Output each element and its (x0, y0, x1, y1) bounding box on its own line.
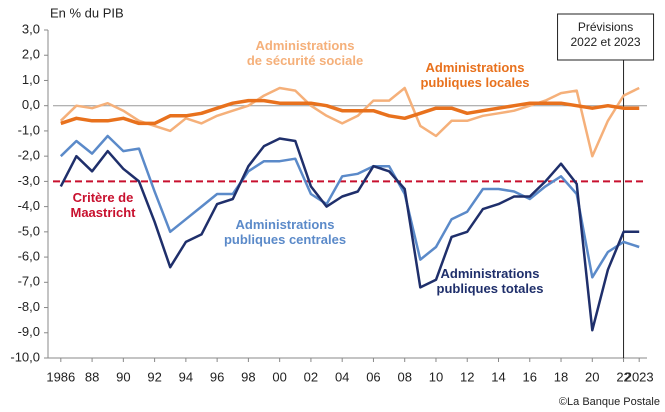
series-label: Administrations publiques totales (436, 266, 544, 296)
x-tick-label: 22 (616, 369, 630, 384)
source: ©La Banque Postale (559, 396, 660, 408)
x-tick-label: 20 (585, 369, 599, 384)
x-tick-label: 08 (397, 369, 411, 384)
y-tick-label: -2,0 (18, 148, 40, 163)
forecast-box (557, 13, 655, 61)
reference-label: Critère de Maastricht (70, 190, 136, 220)
y-tick-label: -1,0 (18, 122, 40, 137)
x-tick-label: 90 (116, 369, 130, 384)
x-tick-label: 2023 (625, 369, 654, 384)
y-tick-label: -10,0 (10, 349, 40, 364)
x-tick-label: 92 (147, 369, 161, 384)
series-label: Administrations publiques locales (420, 60, 530, 90)
series-line (59, 137, 640, 332)
y-tick-label: -7,0 (18, 274, 40, 289)
x-tick-label: 12 (460, 369, 474, 384)
y-tick-label: 0,0 (22, 97, 40, 112)
x-tick-label: 94 (179, 369, 193, 384)
x-tick-label: 96 (210, 369, 224, 384)
series-line (59, 134, 640, 279)
x-tick-label: 06 (366, 369, 380, 384)
x-tick-label: 1986 (46, 369, 75, 384)
y-tick-label: -4,0 (18, 198, 40, 213)
y-tick-label: 1,0 (22, 72, 40, 87)
x-tick-label: 04 (335, 369, 349, 384)
y-tick-label: -5,0 (18, 223, 40, 238)
x-tick-label: 10 (429, 369, 443, 384)
series-line (60, 98, 640, 126)
x-tick-label: 98 (241, 369, 255, 384)
x-tick-label: 00 (272, 369, 286, 384)
series-label: Administrations publiques centrales (223, 217, 347, 247)
y-tick-label: -8,0 (18, 299, 40, 314)
x-tick-label: 14 (491, 369, 505, 384)
y-axis-label: En % du PIB (50, 5, 124, 20)
x-tick-label: 18 (554, 369, 568, 384)
y-tick-label: -3,0 (18, 173, 40, 188)
y-tick-label: 3,0 (22, 21, 40, 36)
y-tick-label: 2,0 (22, 47, 40, 62)
forecast-label: Prévisions 2022 et 2023 (570, 20, 641, 49)
x-tick-label: 16 (523, 369, 537, 384)
series-label: Administrations de sécurité sociale (246, 38, 364, 68)
x-tick-label: 02 (304, 369, 318, 384)
y-tick-label: -9,0 (18, 324, 40, 339)
y-tick-label: -6,0 (18, 249, 40, 264)
x-tick-label: 88 (85, 369, 99, 384)
